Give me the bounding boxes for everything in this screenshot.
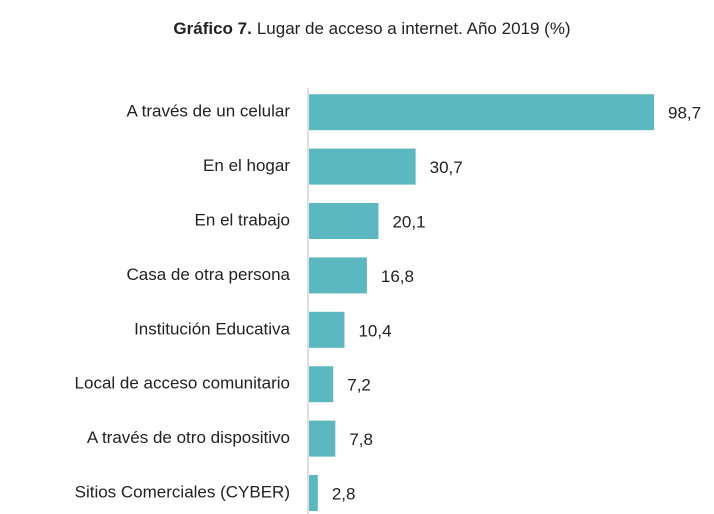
category-label: Institución Educativa <box>134 319 290 338</box>
bar <box>309 257 367 294</box>
bar <box>309 148 416 185</box>
category-label: En el hogar <box>203 156 290 175</box>
category-label: Casa de otra persona <box>127 265 291 284</box>
category-label: Local de acceso comunitario <box>75 374 290 393</box>
bar <box>309 203 379 239</box>
chart-title: Gráfico 7. Lugar de acceso a internet. Añ… <box>173 19 570 38</box>
value-label: 98,7 <box>668 104 701 123</box>
value-label: 20,1 <box>392 212 425 231</box>
title-prefix: Gráfico 7. <box>173 19 251 38</box>
bar <box>309 311 345 348</box>
title-text: Lugar de acceso a internet. Año 2019 (%) <box>257 19 571 38</box>
value-label: 16,8 <box>381 267 414 286</box>
bar <box>309 94 654 131</box>
value-label: 30,7 <box>430 158 463 177</box>
value-label: 7,2 <box>347 376 371 395</box>
value-label: 10,4 <box>358 321 391 340</box>
bar <box>309 366 334 403</box>
bar <box>309 475 318 511</box>
bar <box>309 420 336 457</box>
category-label: En el trabajo <box>195 210 290 229</box>
category-label: Sitios Comerciales (CYBER) <box>75 482 290 501</box>
value-label: 2,8 <box>332 484 356 503</box>
category-label: A través de otro dispositivo <box>87 428 290 447</box>
value-label: 7,8 <box>349 430 373 449</box>
category-label: A través de un celular <box>127 102 291 121</box>
